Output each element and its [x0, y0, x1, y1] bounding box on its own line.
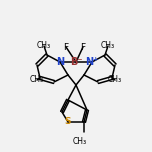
- Text: B⁻: B⁻: [70, 57, 82, 67]
- Text: F: F: [63, 43, 69, 52]
- Text: CH₃: CH₃: [37, 41, 51, 50]
- Text: N: N: [56, 57, 64, 67]
- Text: S: S: [65, 117, 71, 126]
- Text: CH₃: CH₃: [30, 76, 44, 85]
- Text: CH₃: CH₃: [73, 136, 87, 145]
- Text: F: F: [80, 43, 86, 52]
- Text: N⁺: N⁺: [85, 57, 99, 67]
- Text: CH₃: CH₃: [108, 76, 122, 85]
- Text: CH₃: CH₃: [101, 41, 115, 50]
